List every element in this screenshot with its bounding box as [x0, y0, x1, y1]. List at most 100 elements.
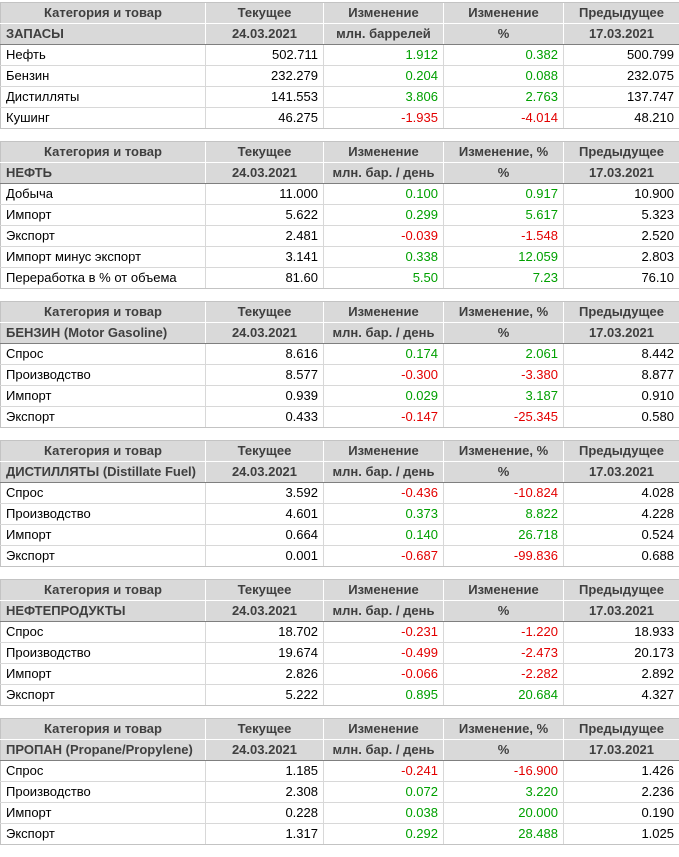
previous-value-cell: 500.799	[564, 45, 679, 66]
row-label: Экспорт	[1, 546, 206, 567]
change-pct-value-cell: -3.380	[444, 365, 564, 386]
row-label: Дистилляты	[1, 87, 206, 108]
column-header: Предыдущее	[564, 302, 679, 323]
change-pct-value-cell: 0.382	[444, 45, 564, 66]
section-subheader: 24.03.2021	[206, 24, 324, 45]
section-subheader: млн. бар. / день	[324, 323, 444, 344]
change-value-cell: 0.029	[324, 386, 444, 407]
column-header: Изменение	[324, 441, 444, 462]
change-pct-value-cell: 0.088	[444, 66, 564, 87]
current-value-cell: 81.60	[206, 268, 324, 289]
previous-value-cell: 18.933	[564, 622, 679, 643]
column-header: Категория и товар	[1, 580, 206, 601]
change-value-cell: -1.935	[324, 108, 444, 129]
change-pct-value-cell: -10.824	[444, 483, 564, 504]
row-label: Экспорт	[1, 685, 206, 706]
row-label: Импорт	[1, 205, 206, 226]
section-subheader: 17.03.2021	[564, 24, 679, 45]
change-value-cell: 0.895	[324, 685, 444, 706]
section-subheader: 17.03.2021	[564, 462, 679, 483]
column-header: Предыдущее	[564, 3, 679, 24]
row-label: Добыча	[1, 184, 206, 205]
change-value-cell: 5.50	[324, 268, 444, 289]
previous-value-cell: 10.900	[564, 184, 679, 205]
row-label: Импорт	[1, 525, 206, 546]
row-label: Производство	[1, 643, 206, 664]
change-pct-value-cell: -25.345	[444, 407, 564, 428]
section-title: НЕФТЬ	[1, 163, 206, 184]
previous-value-cell: 0.910	[564, 386, 679, 407]
column-header: Изменение	[324, 719, 444, 740]
row-label: Экспорт	[1, 226, 206, 247]
section-subheader: %	[444, 601, 564, 622]
change-value-cell: 0.204	[324, 66, 444, 87]
change-pct-value-cell: 28.488	[444, 824, 564, 845]
current-value-cell: 8.616	[206, 344, 324, 365]
column-header: Категория и товар	[1, 441, 206, 462]
previous-value-cell: 232.075	[564, 66, 679, 87]
change-pct-value-cell: 7.23	[444, 268, 564, 289]
column-header: Изменение, %	[444, 142, 564, 163]
current-value-cell: 4.601	[206, 504, 324, 525]
change-pct-value-cell: -99.836	[444, 546, 564, 567]
section-subheader: 17.03.2021	[564, 323, 679, 344]
column-header: Изменение, %	[444, 441, 564, 462]
column-header: Предыдущее	[564, 719, 679, 740]
current-value-cell: 0.001	[206, 546, 324, 567]
current-value-cell: 2.826	[206, 664, 324, 685]
change-value-cell: 0.174	[324, 344, 444, 365]
column-header: Изменение, %	[444, 302, 564, 323]
previous-value-cell: 0.688	[564, 546, 679, 567]
change-value-cell: -0.147	[324, 407, 444, 428]
change-pct-value-cell: -1.220	[444, 622, 564, 643]
previous-value-cell: 8.877	[564, 365, 679, 386]
section-subheader: млн. бар. / день	[324, 163, 444, 184]
row-label: Спрос	[1, 483, 206, 504]
section-subheader: млн. бар. / день	[324, 601, 444, 622]
previous-value-cell: 2.236	[564, 782, 679, 803]
previous-value-cell: 4.028	[564, 483, 679, 504]
change-pct-value-cell: -2.473	[444, 643, 564, 664]
section-subheader: 17.03.2021	[564, 163, 679, 184]
change-value-cell: -0.436	[324, 483, 444, 504]
previous-value-cell: 0.190	[564, 803, 679, 824]
row-label: Переработка в % от объема	[1, 268, 206, 289]
change-value-cell: 0.338	[324, 247, 444, 268]
previous-value-cell: 2.892	[564, 664, 679, 685]
change-pct-value-cell: 20.000	[444, 803, 564, 824]
column-header: Изменение	[324, 3, 444, 24]
current-value-cell: 2.481	[206, 226, 324, 247]
column-header: Изменение	[324, 302, 444, 323]
change-pct-value-cell: 3.220	[444, 782, 564, 803]
section-subheader: %	[444, 462, 564, 483]
section-subheader: млн. бар. / день	[324, 462, 444, 483]
row-label: Импорт	[1, 386, 206, 407]
current-value-cell: 19.674	[206, 643, 324, 664]
change-pct-value-cell: 20.684	[444, 685, 564, 706]
previous-value-cell: 4.327	[564, 685, 679, 706]
previous-value-cell: 8.442	[564, 344, 679, 365]
column-header: Категория и товар	[1, 142, 206, 163]
column-header: Текущее	[206, 3, 324, 24]
